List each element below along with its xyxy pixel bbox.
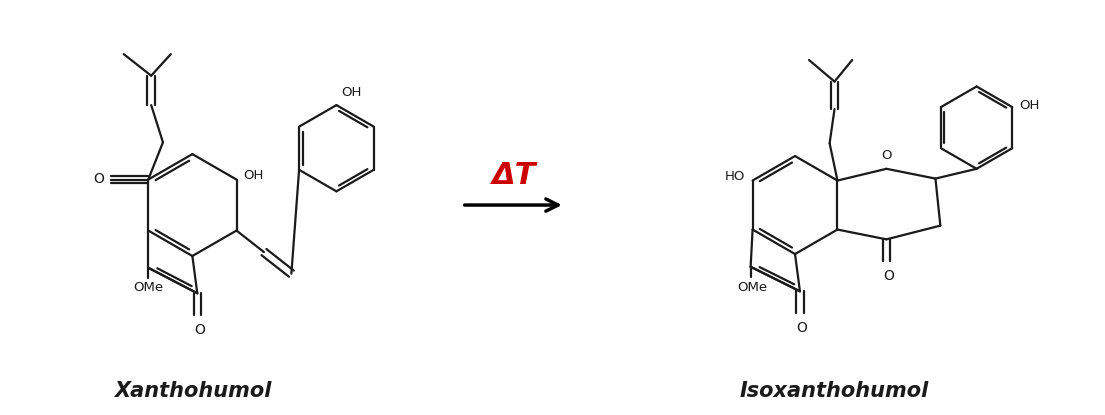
Text: HO: HO: [725, 170, 745, 183]
Text: OH: OH: [243, 169, 264, 182]
Text: ΔT: ΔT: [491, 161, 536, 190]
Text: OH: OH: [1019, 99, 1040, 112]
Text: OMe: OMe: [134, 281, 164, 295]
Text: OMe: OMe: [737, 281, 768, 293]
Text: O: O: [881, 149, 892, 162]
Text: O: O: [93, 171, 104, 186]
Text: O: O: [883, 269, 894, 283]
Text: Isoxanthohumol: Isoxanthohumol: [739, 381, 929, 401]
Text: O: O: [193, 322, 204, 337]
Text: Xanthohumol: Xanthohumol: [114, 381, 271, 401]
Text: OH: OH: [341, 86, 361, 99]
Text: O: O: [797, 321, 808, 334]
